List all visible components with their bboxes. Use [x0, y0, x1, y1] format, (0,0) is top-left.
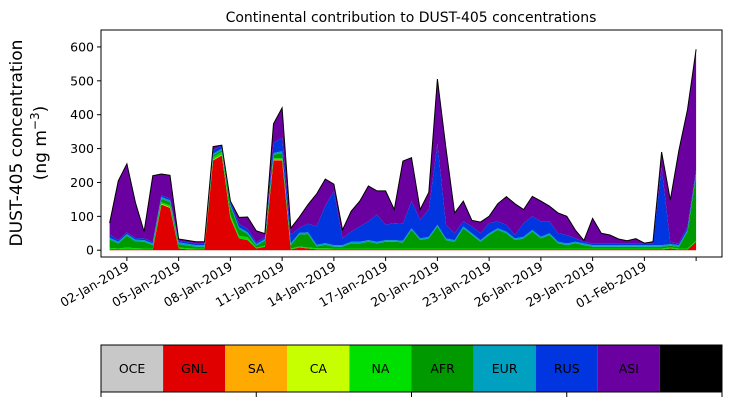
area-gnl	[109, 155, 697, 251]
legend-label-oce: OCE	[119, 361, 146, 376]
y-tick-label: 200	[70, 175, 94, 190]
plot-frame	[100, 29, 723, 258]
y-axis: 0 100 200 300 400 500 600	[70, 39, 101, 258]
legend-label-asi: ASI	[619, 361, 639, 376]
y-axis-label-line1: DUST-405 concentration	[7, 40, 27, 247]
legend-label-na: NA	[371, 361, 389, 376]
y-axis-unit-base: (ng m	[31, 130, 51, 180]
y-axis-unit-end: )	[31, 106, 51, 113]
legend-label-rus: RUS	[554, 361, 580, 376]
legend-swatch-oce	[101, 345, 164, 392]
legend-swatch-gnl	[163, 345, 226, 392]
area-asi	[109, 49, 697, 244]
y-tick-label: 600	[70, 39, 94, 54]
legend-label-ca: CA	[310, 361, 328, 376]
legend-label-eur: EUR	[492, 361, 518, 376]
chart-title: Continental contribution to DUST-405 con…	[226, 10, 597, 26]
y-axis-unit-sup: −3	[28, 112, 42, 130]
legend-swatch-ca	[287, 345, 350, 392]
legend-swatch-aus	[659, 345, 722, 392]
legend-swatch-na	[349, 345, 412, 392]
continent-colorbar: OCE GNL SA CA NA AFR EUR RUS ASI AUS	[100, 344, 723, 397]
y-tick-label: 100	[70, 209, 94, 224]
legend-label-sa: SA	[248, 361, 265, 376]
y-tick-label: 500	[70, 73, 94, 88]
legend-swatch-afr	[411, 345, 474, 392]
legend-label-aus: AUS	[678, 361, 704, 376]
y-tick-label: 300	[70, 141, 94, 156]
x-axis: 02-Jan-201905-Jan-201908-Jan-201911-Jan-…	[57, 257, 697, 311]
y-axis-label: DUST-405 concentration (ng m−3)	[7, 40, 51, 247]
legend-label-afr: AFR	[430, 361, 455, 376]
legend-swatch-sa	[225, 345, 288, 392]
stacked-area-series	[109, 49, 697, 251]
legend-swatch-asi	[597, 345, 660, 392]
y-tick-label: 400	[70, 107, 94, 122]
legend-swatch-rus	[535, 345, 598, 392]
y-tick-label: 0	[86, 243, 94, 258]
total-outline	[109, 49, 697, 244]
legend-swatch-eur	[473, 345, 536, 392]
y-axis-label-unit: (ng m−3)	[28, 106, 51, 181]
legend-label-gnl: GNL	[181, 361, 207, 376]
